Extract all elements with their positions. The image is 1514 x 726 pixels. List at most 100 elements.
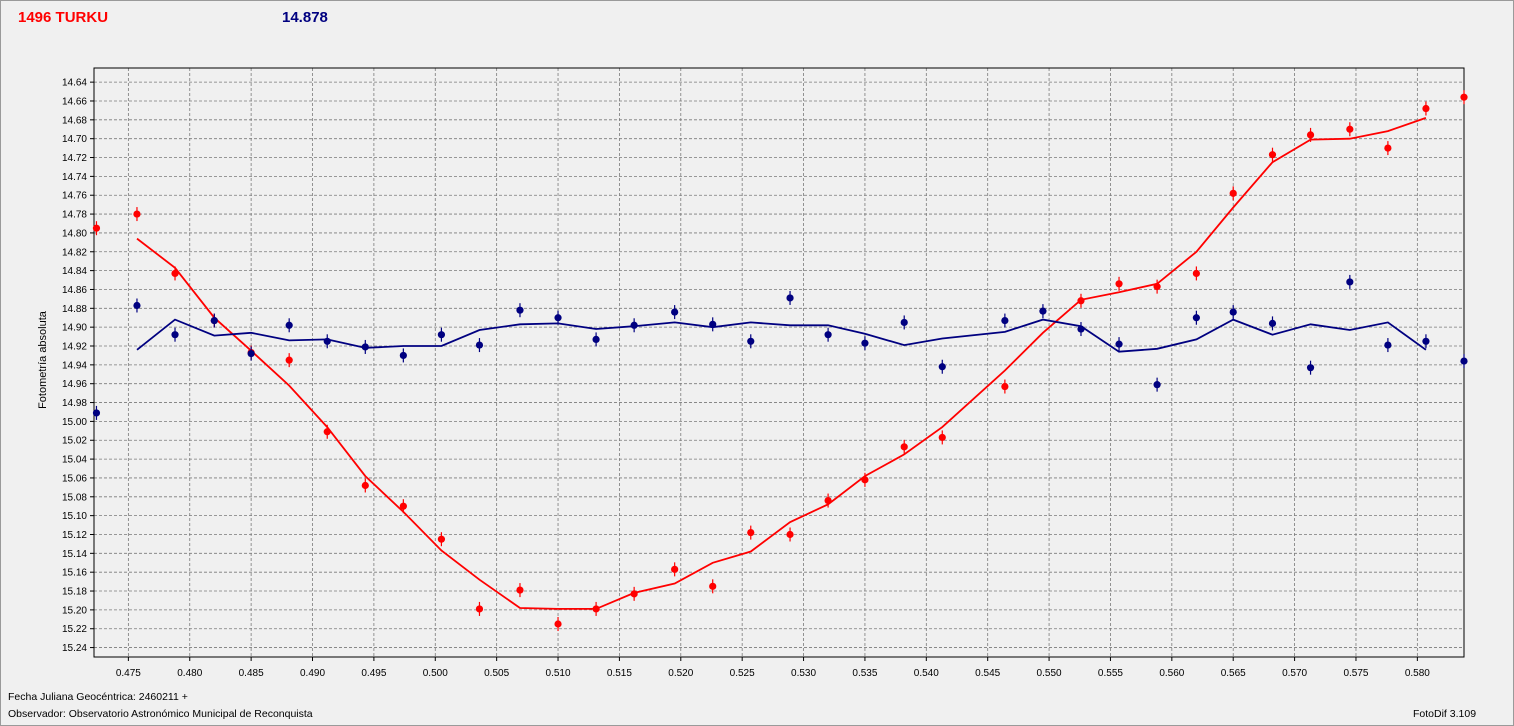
data-point-series-1 <box>1192 310 1200 325</box>
data-point-series-1 <box>900 315 908 330</box>
y-tick-label: 14.66 <box>62 96 87 107</box>
y-tick-label: 15.00 <box>62 417 87 428</box>
data-point-series-1 <box>437 327 446 342</box>
julian-date-label: Fecha Juliana Geocéntrica: 2460211 + <box>8 691 188 703</box>
data-point-series-0 <box>1422 101 1430 116</box>
y-tick-label: 14.92 <box>62 342 87 353</box>
x-tick-label: 0.565 <box>1221 668 1246 679</box>
x-tick-label: 0.515 <box>607 668 632 679</box>
data-points <box>92 90 1468 632</box>
x-tick-label: 0.560 <box>1159 668 1184 679</box>
y-tick-label: 15.14 <box>62 549 87 560</box>
data-point-series-0 <box>133 207 141 222</box>
data-point-series-0 <box>323 424 331 439</box>
data-point-series-0 <box>671 562 679 577</box>
data-point-series-1 <box>1422 334 1430 349</box>
data-point-series-1 <box>1077 322 1085 337</box>
data-point-series-1 <box>1153 377 1161 392</box>
data-point-series-0 <box>709 579 717 594</box>
data-point-series-0 <box>516 583 524 598</box>
x-tick-label: 0.540 <box>914 668 939 679</box>
y-axis-ticks: 14.64 14.66 14.68 14.70 14.72 14.74 14.76 14.78… <box>62 78 94 654</box>
plot-frame <box>93 67 1465 658</box>
data-point-series-0 <box>824 493 832 508</box>
data-point-series-0 <box>1460 90 1468 105</box>
data-point-series-1 <box>399 348 407 363</box>
x-tick-label: 0.535 <box>852 668 877 679</box>
data-point-series-0 <box>92 221 101 236</box>
fit-line-series-1 <box>136 318 1427 353</box>
x-tick-label: 0.490 <box>300 668 325 679</box>
y-tick-label: 14.68 <box>62 115 87 126</box>
y-tick-label: 15.12 <box>62 530 87 541</box>
x-tick-label: 0.570 <box>1282 668 1307 679</box>
x-tick-label: 0.505 <box>484 668 509 679</box>
data-point-series-1 <box>323 334 331 349</box>
software-version: FotoDif 3.109 <box>1413 708 1477 720</box>
data-point-series-1 <box>554 310 562 325</box>
y-tick-label: 15.20 <box>62 605 87 616</box>
x-tick-label: 0.525 <box>730 668 755 679</box>
data-point-series-0 <box>1153 279 1161 294</box>
data-point-series-1 <box>361 339 369 354</box>
y-tick-label: 14.94 <box>62 360 87 371</box>
data-point-series-1 <box>1268 316 1277 331</box>
y-tick-label: 15.06 <box>62 473 87 484</box>
data-point-series-1 <box>285 318 293 333</box>
x-tick-label: 0.495 <box>361 668 386 679</box>
data-point-series-1 <box>630 318 638 333</box>
data-point-series-1 <box>92 405 101 420</box>
data-point-series-1 <box>786 290 794 305</box>
y-tick-label: 15.08 <box>62 492 87 503</box>
x-tick-label: 0.550 <box>1037 668 1062 679</box>
y-tick-label: 14.86 <box>62 285 87 296</box>
x-tick-label: 0.500 <box>423 668 448 679</box>
data-point-series-0 <box>437 532 446 547</box>
data-point-series-0 <box>399 499 407 514</box>
x-tick-label: 0.480 <box>177 668 202 679</box>
data-point-series-0 <box>171 266 179 281</box>
y-tick-label: 14.80 <box>62 228 87 239</box>
data-point-series-0 <box>1192 266 1200 281</box>
data-point-series-0 <box>786 527 794 542</box>
x-tick-label: 0.485 <box>239 668 264 679</box>
data-point-series-0 <box>747 525 755 540</box>
y-tick-label: 15.02 <box>62 436 87 447</box>
data-point-series-0 <box>592 601 600 616</box>
data-point-series-1 <box>1346 274 1354 289</box>
data-point-series-1 <box>592 332 600 347</box>
y-tick-label: 15.10 <box>62 511 87 522</box>
data-point-series-0 <box>1001 379 1009 394</box>
observer-label: Observador: Observatorio Astronómico Mun… <box>8 708 313 720</box>
x-tick-label: 0.510 <box>546 668 571 679</box>
data-point-series-0 <box>554 617 562 632</box>
data-point-series-0 <box>938 430 946 445</box>
y-tick-label: 15.18 <box>62 587 87 598</box>
y-tick-label: 14.90 <box>62 323 87 334</box>
y-tick-label: 14.78 <box>62 210 87 221</box>
data-point-series-0 <box>285 353 293 368</box>
data-point-series-1 <box>1115 337 1123 352</box>
data-point-series-1 <box>861 336 869 351</box>
data-point-series-1 <box>671 305 679 320</box>
data-point-series-1 <box>516 303 524 318</box>
y-tick-label: 14.70 <box>62 134 87 145</box>
data-point-series-1 <box>171 327 179 342</box>
data-point-series-1 <box>747 334 755 349</box>
data-point-series-0 <box>1346 122 1354 137</box>
y-tick-label: 14.96 <box>62 379 87 390</box>
data-point-series-0 <box>1229 186 1237 201</box>
data-point-series-1 <box>475 338 484 353</box>
x-axis-ticks: 0.475 0.480 0.485 0.490 0.495 0.500 0.505 0.510… <box>116 657 1430 679</box>
data-point-series-0 <box>1384 141 1392 156</box>
data-point-series-1 <box>210 313 218 328</box>
magnitude-value: 14.878 <box>282 9 328 26</box>
y-tick-label: 15.22 <box>62 624 87 635</box>
data-point-series-0 <box>861 472 869 487</box>
data-point-series-1 <box>1039 304 1047 319</box>
data-point-series-0 <box>475 601 484 616</box>
y-tick-label: 14.84 <box>62 266 87 277</box>
y-tick-label: 15.16 <box>62 568 87 579</box>
data-point-series-0 <box>1115 276 1123 291</box>
data-point-series-1 <box>247 346 255 361</box>
